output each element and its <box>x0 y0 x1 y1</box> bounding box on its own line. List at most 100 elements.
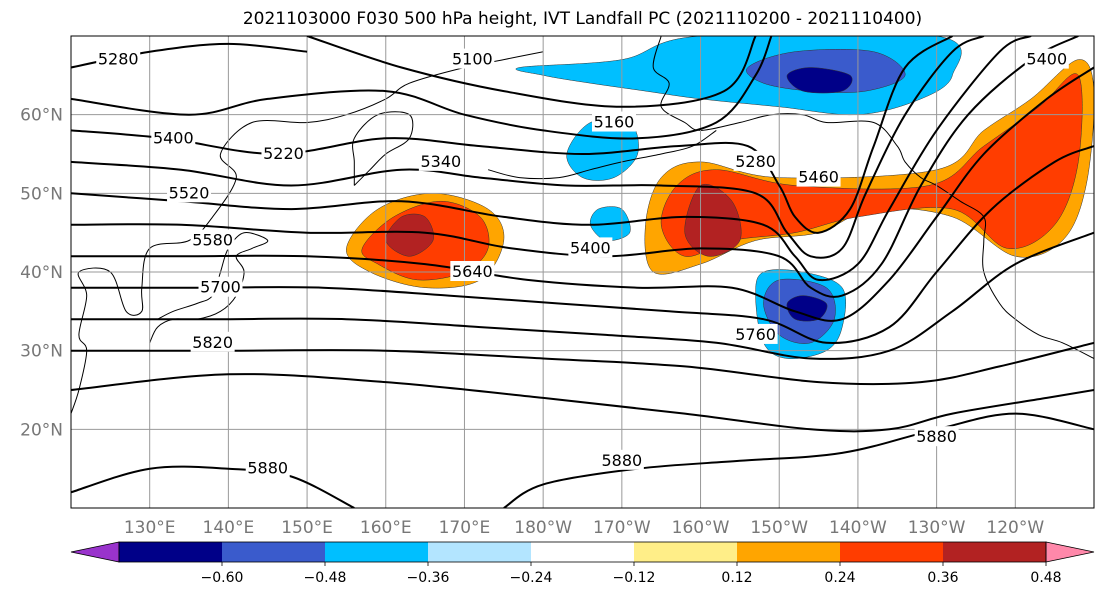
contour-label-layer: 5280 5100 5400 5160 5400 5220 5340 5280 5460 5520… <box>96 48 1069 478</box>
contour-label-halo <box>591 111 636 132</box>
lon-tick-label: 130°W <box>908 518 966 538</box>
contour-label: 5400 <box>1026 50 1067 69</box>
contour-label-halo <box>190 331 235 352</box>
colorbar-bin <box>119 542 222 562</box>
colorbar-tick-label: 0.36 <box>927 570 958 586</box>
contour-label-halo <box>190 229 235 250</box>
lon-tick-label: 160°E <box>360 518 412 538</box>
lon-tick-label: 130°E <box>124 518 176 538</box>
colorbar-extend-low <box>70 541 120 563</box>
contour-label: 5400 <box>153 128 194 147</box>
contour-label: 5820 <box>192 333 233 352</box>
contour-label-halo <box>733 150 778 171</box>
colorbar-bin <box>943 542 1046 562</box>
contour-label-halo <box>914 426 959 447</box>
height-contour <box>71 145 1094 344</box>
ivt-positive-region <box>684 184 742 257</box>
height-contour <box>71 66 1094 322</box>
ivt-negative-region <box>786 295 828 322</box>
aleutian-chain <box>487 129 717 180</box>
contour-label: 5220 <box>263 144 304 163</box>
map-frame <box>70 35 1095 509</box>
lat-tick-label: 20°N <box>20 420 63 440</box>
height-contour <box>71 231 1094 360</box>
ivt-positive-region <box>385 213 434 257</box>
contour-label-halo <box>167 182 212 203</box>
colorbar-tick-label: −0.60 <box>201 570 244 586</box>
colorbar-bin <box>222 542 325 562</box>
lon-tick-label: 160°W <box>672 518 730 538</box>
contour-label: 5340 <box>420 152 461 171</box>
colorbar-frame <box>118 541 1047 563</box>
coastline-layer <box>71 36 1094 414</box>
colorbar-bin <box>325 542 428 562</box>
lon-tick-label: 150°W <box>750 518 808 538</box>
contour-label-halo <box>568 237 613 258</box>
height-contour <box>306 36 757 108</box>
height-contour <box>503 412 1094 508</box>
lat-tick-label: 30°N <box>20 342 63 362</box>
height-contour <box>71 465 355 508</box>
height-contour <box>71 373 1094 433</box>
map-title: 2021103000 F030 500 hPa height, IVT Land… <box>242 9 923 29</box>
contour-label: 5700 <box>200 278 241 297</box>
contour-label: 5160 <box>594 113 635 132</box>
height-contour <box>71 36 1032 282</box>
colorbar-tick-label: −0.24 <box>510 570 553 586</box>
contour-label-halo <box>450 261 495 281</box>
colorbar-bin <box>428 542 531 562</box>
colorbar-tick-label: 0.12 <box>721 570 752 586</box>
colorbar-tick-label: −0.36 <box>407 570 450 586</box>
contour-label: 5280 <box>735 152 776 171</box>
contour-label-halo <box>198 276 243 297</box>
contour-label-halo <box>245 457 290 478</box>
axis-tick-labels: 20°N 30°N 40°N 50°N 60°N 130°E 140°E 150°E 160°E… <box>20 106 1044 538</box>
lon-tick-label: 140°E <box>203 518 255 538</box>
lon-tick-label: 170°W <box>593 518 651 538</box>
contour-label-halo <box>96 48 141 69</box>
colorbar-tick-label: −0.48 <box>304 570 347 586</box>
colorbar-bin <box>737 542 840 562</box>
height-contour <box>71 341 1094 386</box>
lon-tick-label: 180°W <box>514 518 572 538</box>
contour-label: 5880 <box>916 427 957 446</box>
lon-tick-label: 150°E <box>281 518 333 538</box>
contour-label: 5520 <box>169 183 210 202</box>
height-contour <box>71 36 985 259</box>
contour-label-halo <box>733 323 778 344</box>
colorbar-bin <box>840 542 943 562</box>
contour-label: 5880 <box>601 451 642 470</box>
contour-label-halo <box>418 150 463 171</box>
contour-label-halo <box>599 449 644 470</box>
contour-label: 5100 <box>452 50 493 69</box>
contour-label-halo <box>450 48 495 69</box>
alaska-coast <box>652 36 1094 359</box>
contour-label: 5460 <box>798 168 839 187</box>
ivt-negative-region <box>786 67 853 94</box>
contour-label-halo <box>151 127 196 148</box>
contour-label: 5640 <box>452 262 493 281</box>
contour-label: 5880 <box>247 459 288 478</box>
lat-tick-label: 40°N <box>20 263 63 283</box>
colorbar-bin <box>634 542 737 562</box>
height-contour <box>71 36 1079 298</box>
height-contours <box>71 36 1094 508</box>
colorbar-extend-high <box>1045 541 1095 563</box>
contour-label-halo <box>796 166 841 187</box>
contour-label: 5400 <box>570 238 611 257</box>
colorbar-tick-label: −0.12 <box>613 570 656 586</box>
lat-tick-label: 60°N <box>20 106 63 126</box>
lat-tick-label: 50°N <box>20 184 63 204</box>
asia-coast <box>71 51 544 414</box>
lon-tick-label: 170°E <box>439 518 491 538</box>
contour-label: 5280 <box>98 50 139 69</box>
contour-label-halo <box>261 143 306 163</box>
ivt-negative-region <box>566 118 639 181</box>
contour-label-halo <box>1024 48 1069 69</box>
colorbar: −0.60 −0.48 −0.36 −0.24 −0.12 0.12 0.24 0.36 0.4… <box>70 541 1095 586</box>
contour-label: 5580 <box>192 231 233 250</box>
colorbar-tick-label: 0.24 <box>824 570 855 586</box>
lon-tick-label: 140°W <box>829 518 887 538</box>
height-contour <box>71 36 773 140</box>
